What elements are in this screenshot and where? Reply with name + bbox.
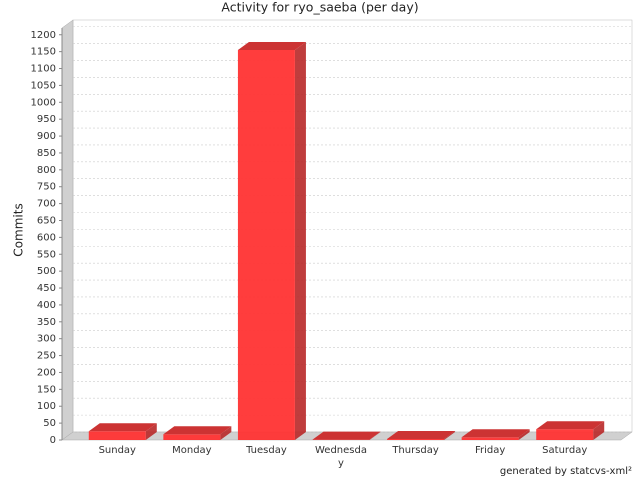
y-tick-label: 350 — [37, 317, 56, 328]
x-tick-label: Wednesda y — [315, 445, 367, 469]
x-tick-label: Monday — [172, 445, 212, 456]
y-tick-label: 950 — [37, 114, 56, 125]
y-tick-label: 0 — [50, 435, 56, 446]
y-tick-label: 150 — [37, 384, 56, 395]
y-tick-label: 1150 — [31, 47, 56, 58]
y-tick-label: 250 — [37, 351, 56, 362]
bar — [387, 438, 445, 440]
x-tick-label: Sunday — [99, 445, 136, 456]
bar — [461, 437, 519, 440]
bar-side — [294, 41, 306, 441]
y-tick-label: 1000 — [31, 97, 56, 108]
bar-top — [536, 421, 605, 430]
chart-title: Activity for ryo_saeba (per day) — [221, 0, 418, 15]
y-tick-label: 550 — [37, 249, 56, 260]
bar-side — [444, 430, 456, 440]
bar-top — [461, 429, 530, 438]
footer: generated by statcvs-xml² — [500, 466, 632, 477]
y-tick-label: 650 — [37, 215, 56, 226]
bar-side — [593, 421, 605, 440]
bar-top — [312, 431, 381, 440]
y-tick-label: 850 — [37, 148, 56, 159]
bar — [163, 434, 221, 440]
y-tick-label: 1100 — [31, 64, 56, 75]
bar-top — [163, 426, 232, 435]
y-tick-label: 1200 — [31, 30, 56, 41]
x-tick-label: Friday — [475, 445, 505, 456]
y-tick-label: 700 — [37, 199, 56, 210]
y-tick-label: 600 — [37, 232, 56, 243]
y-tick-label: 400 — [37, 300, 56, 311]
x-tick-label: Saturday — [542, 445, 587, 456]
y-tick-label: 900 — [37, 131, 56, 142]
bar-side — [220, 426, 232, 440]
bar-top — [387, 430, 456, 439]
y-tick-label: 50 — [43, 418, 56, 429]
bar-side — [518, 429, 530, 440]
y-tick-label: 1050 — [31, 80, 56, 91]
bar-top — [88, 423, 157, 432]
x-tick-label: Tuesday — [245, 445, 287, 456]
y-tick-label: 450 — [37, 283, 56, 294]
plot-back — [72, 19, 633, 433]
side-wall — [61, 19, 74, 441]
y-tick-label: 200 — [37, 367, 56, 378]
bar — [237, 49, 295, 441]
y-tick-label: 750 — [37, 182, 56, 193]
x-tick-label: Thursday — [391, 445, 439, 456]
bar — [536, 429, 594, 440]
y-tick-label: 300 — [37, 334, 56, 345]
bar-side — [369, 431, 381, 440]
bar-top — [237, 41, 306, 50]
bar-side — [145, 423, 157, 440]
bar — [88, 431, 146, 440]
y-tick-label: 800 — [37, 165, 56, 176]
y-tick-label: 500 — [37, 266, 56, 277]
y-axis-label: Commits — [12, 203, 26, 256]
y-tick-label: 100 — [37, 401, 56, 412]
